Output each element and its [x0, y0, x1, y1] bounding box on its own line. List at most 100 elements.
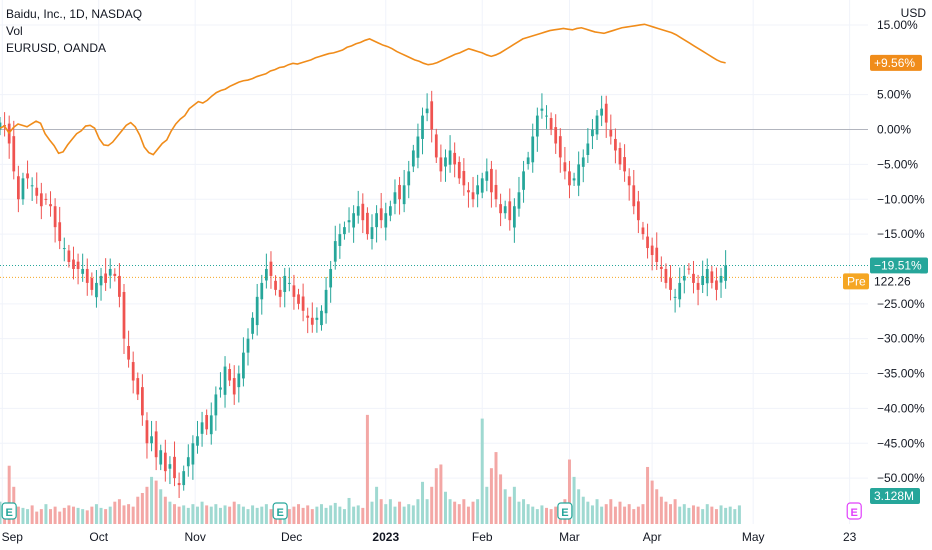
volume-bar: [407, 504, 411, 524]
candle-body: [604, 103, 608, 123]
volume-bar: [421, 481, 425, 524]
earnings-event-marker[interactable]: E: [846, 502, 862, 520]
candle-body: [39, 193, 43, 207]
candle-body: [177, 482, 181, 486]
x-tick-label: May: [742, 530, 765, 544]
volume-bar: [710, 506, 714, 524]
event-marker-label: E: [561, 507, 568, 519]
volume-bar: [604, 504, 608, 524]
volume-bar: [462, 499, 466, 524]
volume-bar: [163, 496, 167, 524]
candle-body: [545, 115, 548, 117]
volume-bar: [581, 496, 585, 524]
candle-body: [246, 338, 250, 353]
candle-body: [150, 436, 153, 444]
volume-bar: [58, 511, 62, 524]
x-tick-label: Nov: [185, 530, 206, 544]
last-value-label: −19.51%: [874, 259, 922, 273]
candle-body: [563, 162, 567, 172]
candle-body: [287, 282, 291, 284]
volume-bar: [218, 507, 222, 524]
candle-body: [292, 285, 296, 297]
volume-value-label-bg: [870, 488, 920, 504]
chart-legend[interactable]: Baidu, Inc., 1D, NASDAQ Vol EURUSD, OAND…: [6, 6, 142, 57]
legend-volume[interactable]: Vol: [6, 24, 23, 38]
volume-bar: [90, 506, 94, 524]
volume-bar: [255, 507, 259, 524]
candle-body: [200, 422, 204, 434]
candle-body: [53, 206, 57, 228]
x-tick-label: 2023: [372, 530, 399, 544]
candle-body: [462, 171, 466, 186]
candle-body: [526, 157, 530, 165]
candle-body: [127, 346, 130, 360]
volume-bar: [76, 507, 80, 524]
candle-body: [320, 310, 323, 326]
candle-body: [118, 275, 121, 297]
candle-body: [398, 184, 401, 200]
volume-value-label: 3.128M: [874, 489, 914, 503]
volume-bar: [494, 452, 498, 524]
volume-bar: [728, 506, 732, 524]
legend-symbol[interactable]: Baidu, Inc., 1D, NASDAQ: [6, 7, 143, 21]
candle-body: [434, 134, 438, 158]
volume-bar: [384, 504, 388, 524]
candle-body: [95, 282, 98, 298]
candle-body: [301, 296, 305, 311]
event-marker-box: [272, 502, 288, 520]
volume-bar: [269, 509, 273, 524]
candle-body: [168, 464, 172, 469]
price-axis[interactable]: 15.00% 5.00% 0.00% −5.00% −10.00% −15.00% −25.…: [877, 18, 925, 485]
volume-bar: [609, 499, 613, 524]
candle-body: [283, 275, 287, 292]
volume-bar: [329, 505, 333, 524]
candle-body: [591, 129, 594, 137]
candle-body: [375, 213, 378, 228]
event-marker-label: E: [276, 507, 283, 519]
candle-body: [490, 168, 493, 193]
volume-bar: [701, 509, 705, 524]
candle-body: [145, 420, 149, 444]
candle-body: [600, 108, 604, 116]
volume-bar: [200, 501, 204, 524]
volume-bar: [71, 506, 75, 524]
volume-bar: [53, 506, 57, 524]
candle-body: [154, 431, 158, 458]
volume-bar: [182, 505, 186, 524]
y-tick-label: −5.00%: [877, 157, 918, 171]
candle-body: [347, 220, 351, 223]
candle-body: [251, 317, 254, 334]
volume-bar: [375, 486, 379, 524]
volume-bar: [425, 499, 429, 524]
volume-bar: [627, 504, 631, 524]
candle-body: [503, 206, 507, 214]
reference-lines: [0, 129, 868, 278]
event-marker-box: [846, 502, 862, 520]
volume-bar: [301, 507, 305, 524]
earnings-event-marker[interactable]: E: [557, 502, 573, 520]
y-tick-label: −30.00%: [877, 332, 925, 346]
candle-body: [343, 227, 346, 235]
earnings-event-marker[interactable]: E: [1, 502, 17, 520]
volume-bar: [664, 501, 668, 524]
volume-bar: [324, 507, 328, 524]
earnings-event-marker[interactable]: E: [272, 502, 288, 520]
legend-compare[interactable]: EURUSD, OANDA: [6, 41, 107, 55]
candle-body: [636, 201, 640, 221]
y-tick-label: −40.00%: [877, 401, 925, 415]
candle-body: [696, 282, 700, 290]
time-axis[interactable]: Sep Oct Nov Dec 2023 Feb Mar Apr May 23: [2, 530, 857, 544]
candle-body: [90, 278, 94, 290]
candle-body: [467, 190, 470, 193]
candle-body: [512, 206, 516, 228]
volume-bar: [232, 501, 236, 524]
currency-label[interactable]: USD: [900, 6, 926, 20]
candle-body: [81, 268, 85, 274]
volume-bar: [94, 504, 98, 524]
candle-body: [705, 268, 709, 284]
volume-bar: [545, 507, 549, 524]
volume-bar: [682, 504, 686, 524]
volume-bar: [411, 505, 415, 524]
